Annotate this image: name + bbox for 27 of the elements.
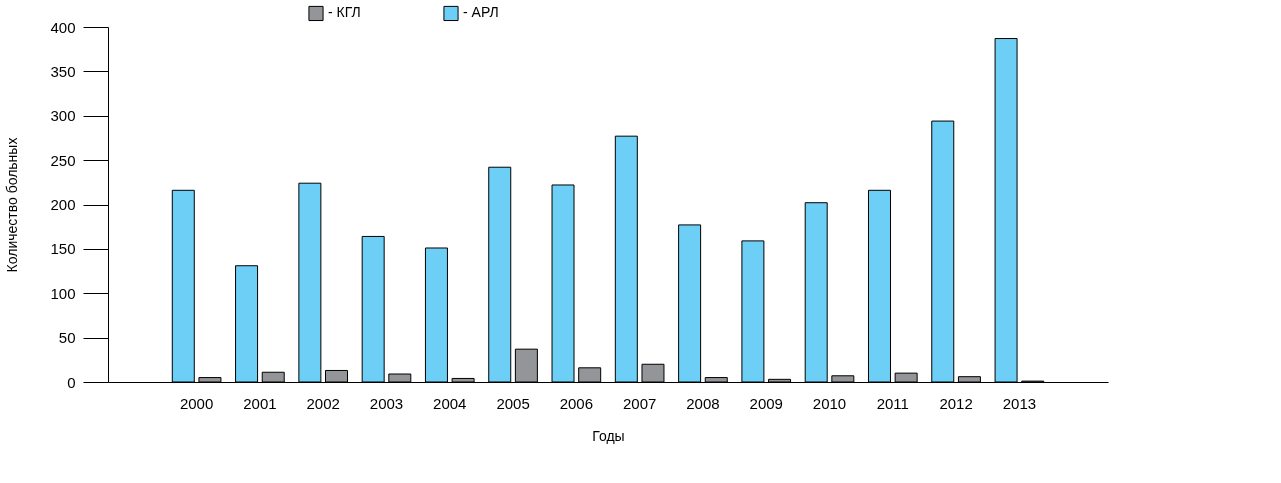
y-tick-label: 150 [50, 240, 76, 258]
x-tick-label: 2000 [179, 394, 214, 412]
x-tick-label: 2002 [306, 394, 340, 412]
y-tick-label: 250 [50, 151, 76, 169]
y-tick-label: 100 [50, 284, 76, 302]
x-tick-label: 2005 [496, 394, 530, 412]
y-tick-label: 50 [58, 329, 76, 347]
x-tick-label: 2001 [243, 394, 277, 412]
x-tick-label: 2006 [559, 394, 594, 412]
y-tick-label: 300 [50, 107, 76, 125]
legend-label: - АРЛ [463, 4, 499, 21]
y-tick-label: 350 [50, 62, 76, 80]
x-tick-label: 2003 [369, 394, 404, 412]
x-tick-label: 2013 [1002, 394, 1037, 412]
y-tick-label: 200 [50, 196, 76, 213]
x-tick-label: 2009 [749, 394, 783, 412]
x-tick-label: 2008 [686, 394, 720, 412]
x-tick-label: 2007 [622, 394, 657, 412]
x-tick-label: 2010 [812, 394, 847, 412]
legend-label: - КГЛ [328, 4, 361, 21]
y-tick-label: 0 [67, 373, 76, 391]
x-tick-label: 2004 [433, 394, 467, 412]
y-tick-label: 400 [50, 18, 76, 36]
x-tick-label: 2012 [939, 394, 973, 412]
x-tick-label: 2011 [876, 394, 909, 412]
x-axis-title: Годы [592, 427, 625, 444]
y-axis-title: Количество больных [4, 137, 21, 273]
